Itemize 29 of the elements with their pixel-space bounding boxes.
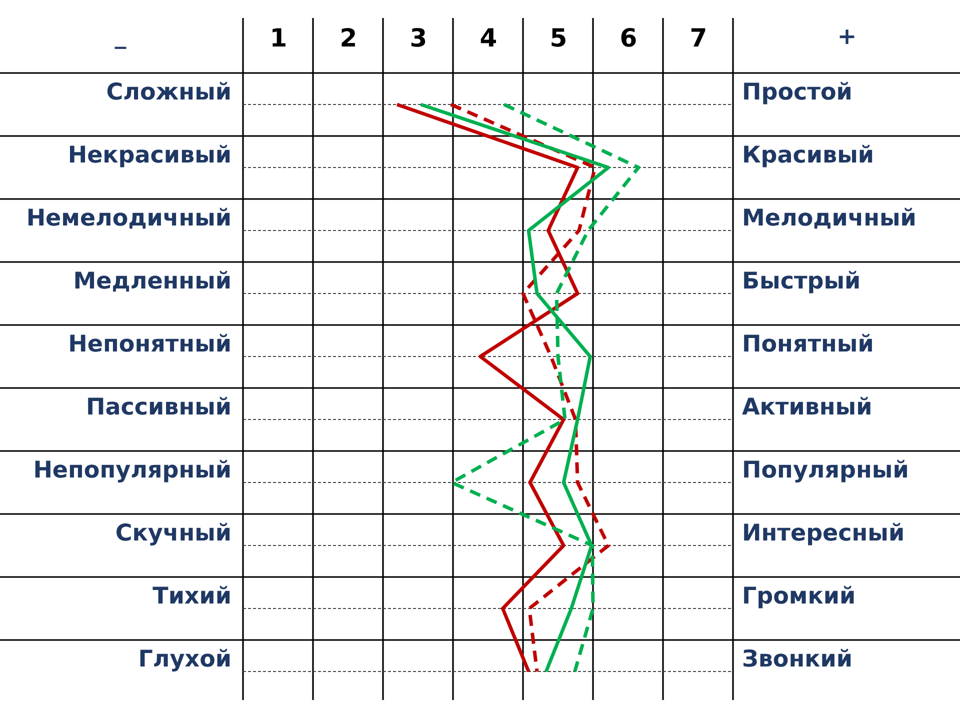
y-axis-title: _ <box>114 24 127 50</box>
y-tick-label: Медленный <box>73 268 232 294</box>
y-tick-label: Скучный <box>115 520 232 546</box>
x-tick-label: 2 <box>340 24 358 52</box>
x-tick-label: 6 <box>620 24 638 52</box>
y2-tick-label: Интересный <box>742 520 905 546</box>
y-tick-label: Некрасивый <box>68 142 232 168</box>
y2-tick-label: Мелодичный <box>742 206 916 232</box>
y2-tick-label: Звонкий <box>742 646 852 672</box>
x-tick-label: 7 <box>690 24 708 52</box>
y2-tick-label: Понятный <box>742 332 874 358</box>
x-tick-label: 1 <box>270 24 288 52</box>
y2-tick-label: Громкий <box>742 584 856 610</box>
y2-tick-label: Быстрый <box>742 268 861 294</box>
y-tick-label: Немелодичный <box>26 206 232 232</box>
y2-tick-label: Простой <box>742 80 852 106</box>
y-tick-label: Глухой <box>138 646 232 672</box>
y2-axis-title: + <box>837 24 857 50</box>
x-tick-label: 3 <box>410 24 428 52</box>
y-tick-label: Тихий <box>152 584 232 610</box>
y2-tick-label: Активный <box>742 394 872 420</box>
x-tick-label: 5 <box>550 24 568 52</box>
y-tick-label: Непопулярный <box>33 458 232 484</box>
y-tick-label: Сложный <box>106 80 232 106</box>
y-tick-label: Непонятный <box>68 332 232 358</box>
x-tick-label: 4 <box>480 24 498 52</box>
y-tick-label: Пассивный <box>86 394 232 420</box>
y2-tick-label: Популярный <box>742 458 909 484</box>
y2-tick-label: Красивый <box>742 142 874 168</box>
